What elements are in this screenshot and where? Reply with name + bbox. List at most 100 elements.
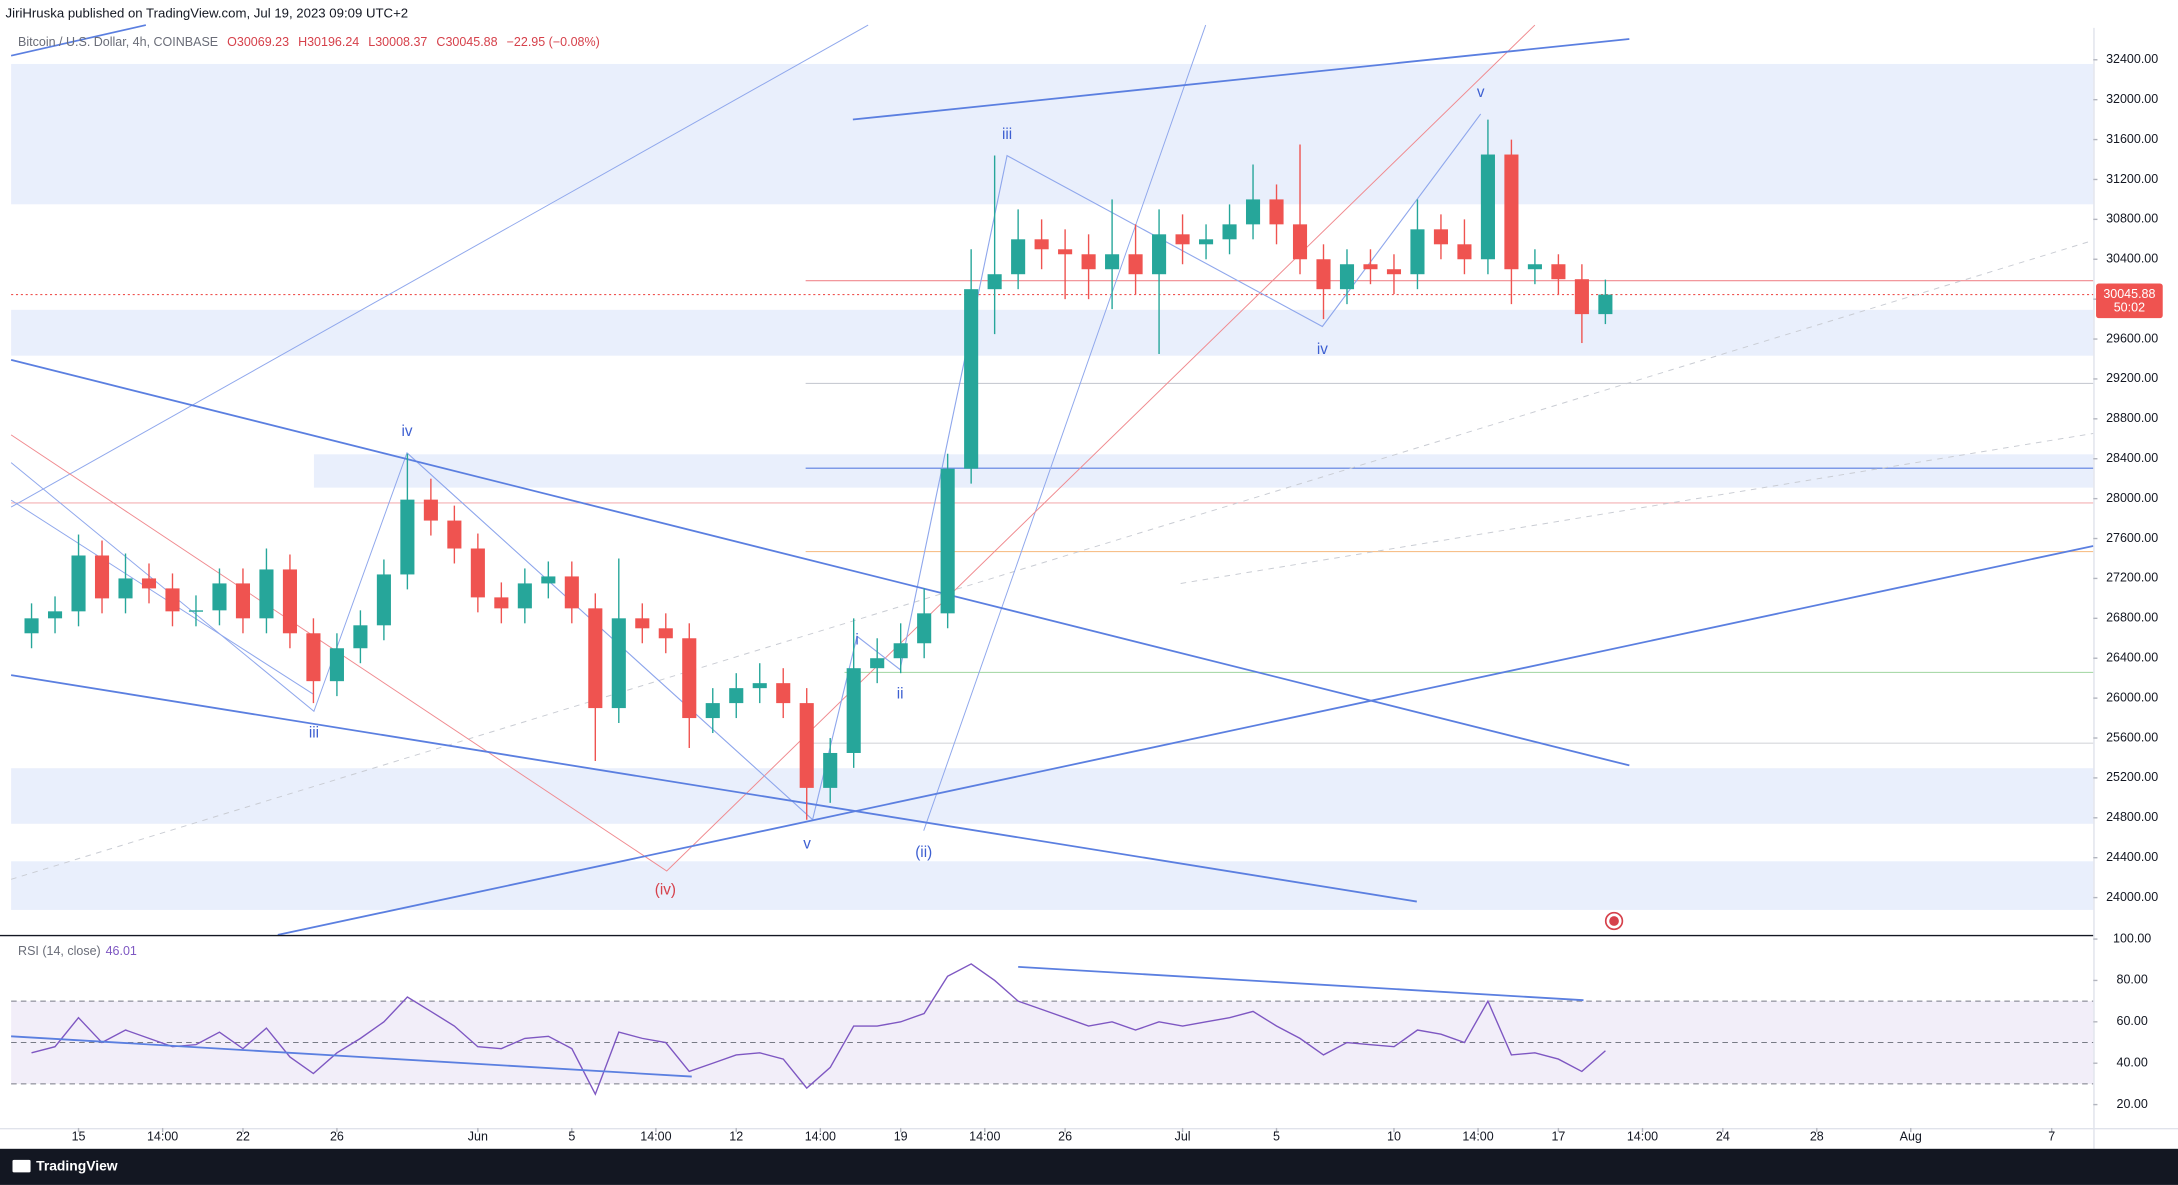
candle-body: [353, 625, 368, 649]
x-tick-label: 26: [1058, 1129, 1072, 1143]
candle-body: [1058, 249, 1073, 255]
candle-body: [470, 548, 485, 598]
candle-body: [235, 583, 251, 619]
candle-body: [940, 468, 955, 614]
candle-body: [776, 683, 791, 704]
trend-line: [923, 24, 1207, 831]
zone: [11, 63, 2094, 205]
candle-body: [1269, 199, 1284, 225]
candle-body: [705, 703, 720, 719]
publish-header: JiriHruska published on TradingView.com,…: [6, 5, 409, 20]
price-tag-value: 30045.88: [2103, 287, 2155, 301]
trend-line: [10, 24, 869, 508]
footer-logo-icon: [12, 1159, 31, 1173]
x-tick-label: 14:00: [1627, 1129, 1658, 1143]
candle-body: [987, 274, 1002, 290]
candle-body: [1598, 294, 1613, 315]
symbol-title: Bitcoin / U.S. Dollar, 4h, COINBASE: [18, 35, 218, 49]
y-tick-label: 32000.00: [2106, 92, 2158, 106]
zones: [11, 63, 2094, 910]
price-tag: [2096, 283, 2163, 319]
candle-body: [729, 688, 744, 704]
candle-body: [1363, 264, 1378, 270]
y-tick-label: 28000.00: [2106, 491, 2158, 505]
y-tick-label: 40.00: [2117, 1056, 2148, 1070]
ohlc-low: L30008.37: [368, 35, 427, 49]
candle-body: [329, 648, 344, 682]
candle-body: [1527, 264, 1542, 270]
candle-body: [141, 578, 157, 589]
candle-body: [1386, 269, 1402, 275]
ohlc-close: C30045.88: [436, 35, 497, 49]
y-tick-label: 60.00: [2117, 1014, 2148, 1028]
footer-logo[interactable]: TradingView: [36, 1158, 118, 1174]
y-tick-label: 30800.00: [2106, 212, 2158, 226]
candle-body: [212, 583, 227, 611]
ohlc-change: −22.95 (−0.08%): [507, 35, 600, 49]
y-tick-label: 26400.00: [2106, 651, 2158, 665]
wave-line: [10, 499, 315, 696]
candle-body: [1574, 279, 1589, 315]
y-tick-label: 27600.00: [2106, 531, 2158, 545]
x-tick-label: 7: [2048, 1129, 2055, 1143]
candle-body: [1175, 234, 1190, 245]
y-tick-label: 29200.00: [2106, 371, 2158, 385]
x-tick-label: 14:00: [147, 1129, 178, 1143]
candle-body: [682, 638, 697, 719]
candle-body: [1152, 234, 1167, 275]
y-tick-label: 27200.00: [2106, 571, 2158, 585]
wave-label: v: [1477, 84, 1485, 101]
candle-body: [259, 569, 274, 619]
candle-body: [423, 499, 438, 521]
candle-body: [893, 643, 908, 659]
trend-line: [10, 674, 1417, 903]
axes: 24000.00 24400.00 24800.00 25200.00 25600.00…: [72, 52, 2159, 1143]
x-tick-label: 14:00: [1462, 1129, 1493, 1143]
x-tick-label: 24: [1716, 1129, 1730, 1143]
y-tick-label: 28800.00: [2106, 411, 2158, 425]
price-tag-countdown: 50:02: [2114, 301, 2145, 315]
trend-line: [10, 24, 1536, 872]
trend-line: [277, 545, 2094, 936]
candle-body: [1457, 244, 1472, 260]
wave-line: [406, 452, 813, 820]
candle-body: [917, 613, 932, 644]
candle-body: [447, 520, 462, 549]
x-tick-label: 22: [236, 1129, 250, 1143]
candle-body: [1011, 239, 1026, 275]
dashed-line: [1180, 432, 2094, 584]
x-tick-label: 19: [894, 1129, 908, 1143]
candle-body: [118, 578, 133, 599]
x-tick-label: Jun: [468, 1129, 488, 1143]
x-tick-label: 28: [1810, 1129, 1824, 1143]
candle-body: [635, 618, 650, 629]
y-tick-label: 30400.00: [2106, 252, 2158, 266]
y-tick-label: 100.00: [2113, 931, 2151, 945]
candle-body: [1433, 229, 1448, 245]
candle-body: [1551, 264, 1566, 280]
candle-body: [1316, 259, 1331, 290]
candle-body: [400, 499, 415, 575]
candle-body: [1339, 264, 1355, 290]
y-tick-label: 26800.00: [2106, 611, 2158, 625]
candle-body: [376, 574, 391, 626]
wave-label: iii: [309, 725, 319, 742]
candle-body: [1034, 239, 1049, 250]
x-tick-label: 14:00: [969, 1129, 1000, 1143]
candle-body: [846, 668, 861, 753]
wave-label: v: [803, 836, 811, 853]
x-tick-label: Jul: [1175, 1129, 1191, 1143]
trend-line: [852, 38, 1630, 121]
rsi-line: [31, 963, 1606, 1096]
candle-body: [541, 576, 556, 584]
candle-body: [823, 752, 838, 788]
x-tick-label: 14:00: [640, 1129, 671, 1143]
candle-body: [564, 576, 579, 609]
trend-line: [10, 24, 147, 57]
x-tick-label: 12: [729, 1129, 743, 1143]
candle-body: [1128, 254, 1143, 275]
candle-body: [1504, 154, 1519, 270]
wave-label: (ii): [915, 844, 932, 861]
candle-body: [165, 588, 180, 612]
